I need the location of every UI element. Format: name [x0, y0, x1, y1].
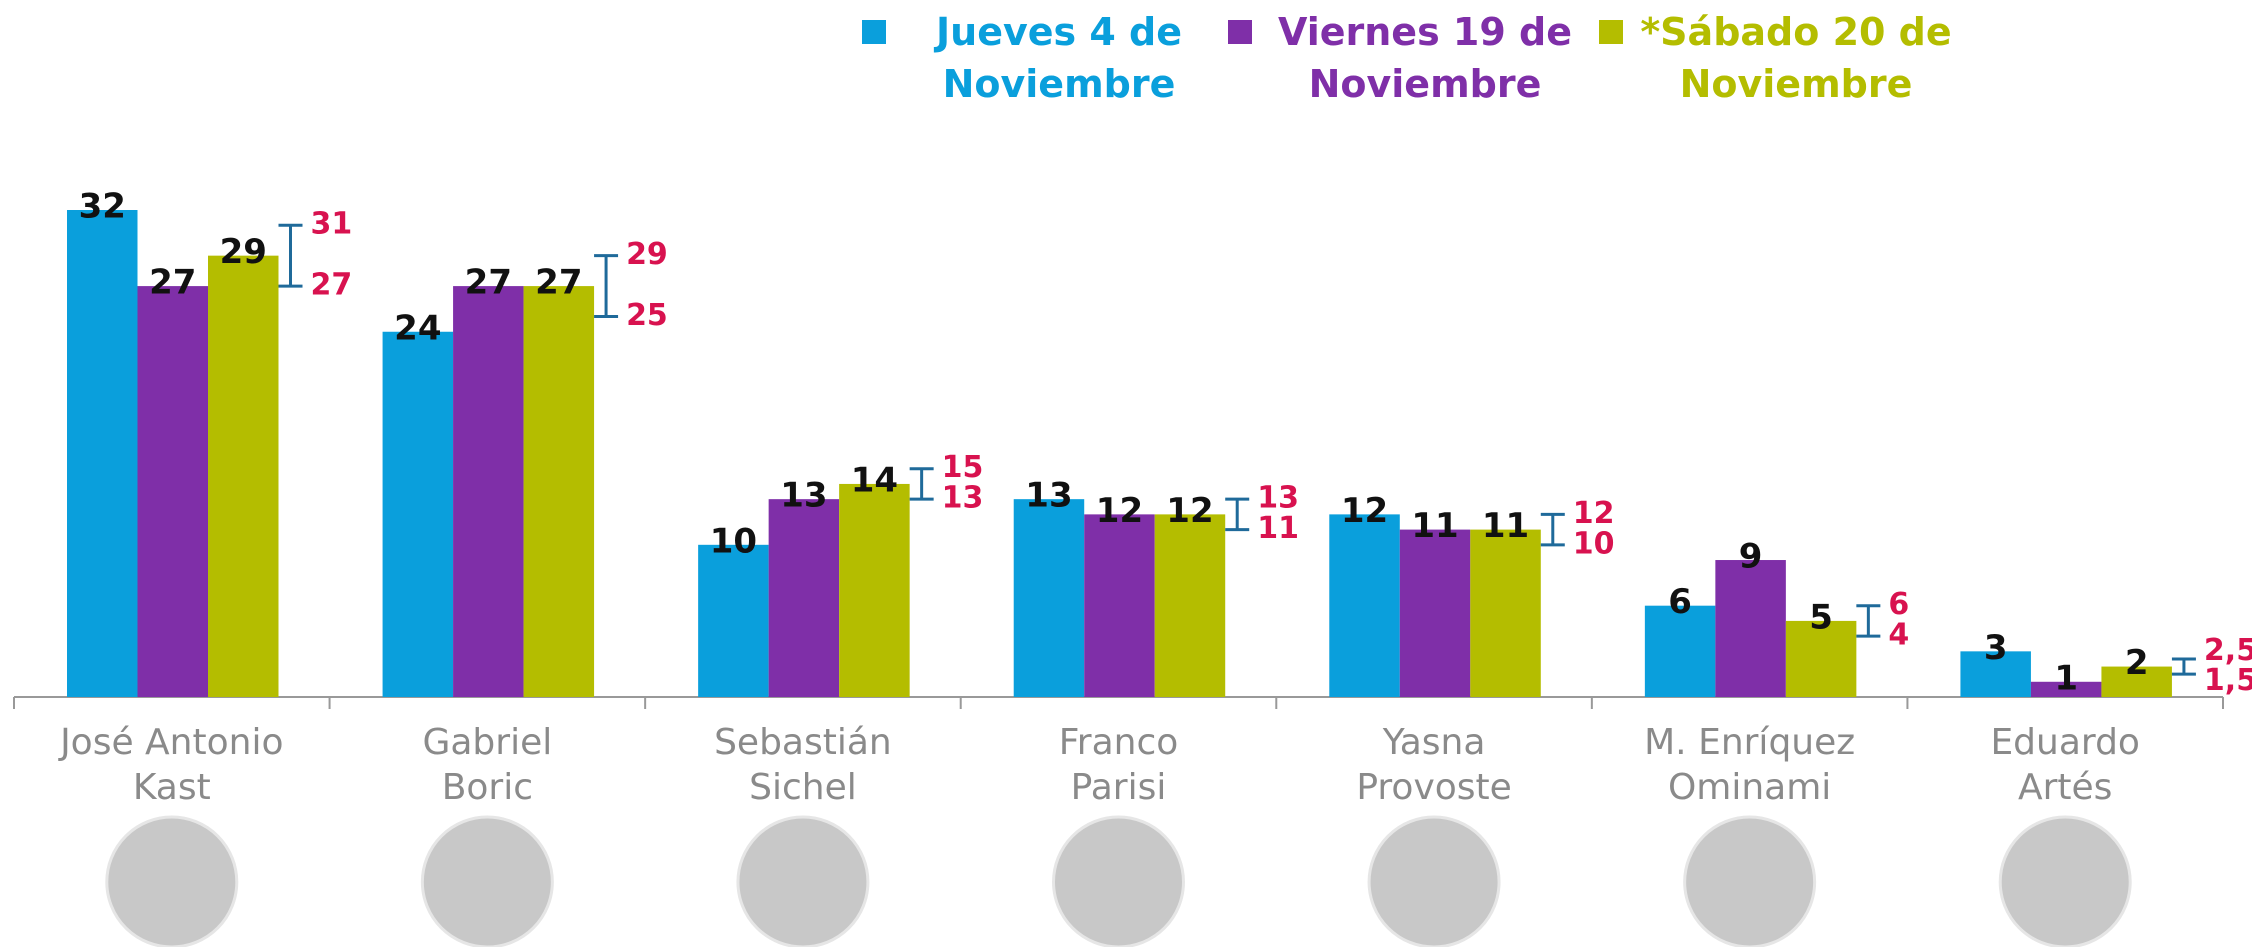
- error-label-low: 1,5: [2204, 663, 2252, 698]
- error-label-low: 25: [626, 298, 668, 333]
- candidate-photo: [1367, 815, 1501, 947]
- bar: [453, 286, 524, 697]
- bar: [67, 210, 138, 697]
- data-label: 27: [465, 263, 512, 303]
- error-label-high: 2,5: [2204, 633, 2252, 668]
- error-label-high: 15: [942, 450, 984, 485]
- data-label: 29: [220, 232, 267, 272]
- error-label-high: 6: [1888, 587, 1909, 622]
- legend-label: *Sábado 20 de Noviembre: [1640, 10, 1952, 106]
- bar: [2101, 666, 2172, 697]
- candidate-photo: [1683, 815, 1817, 947]
- data-label: 3: [1984, 628, 2008, 668]
- bar: [768, 499, 840, 697]
- error-label-high: 13: [1257, 481, 1299, 516]
- x-tick-label: Artés: [2018, 767, 2112, 808]
- candidate-photo: [105, 815, 239, 947]
- error-label-low: 4: [1888, 618, 1909, 653]
- data-label: 14: [851, 460, 898, 500]
- data-label: 6: [1668, 582, 1692, 622]
- x-tick-label: Franco: [1059, 722, 1179, 763]
- data-label: 12: [1166, 491, 1213, 531]
- bar: [2030, 681, 2102, 697]
- error-label-low: 27: [311, 268, 353, 303]
- legend-swatch: [1228, 20, 1252, 44]
- bar: [1399, 529, 1471, 697]
- data-label: 11: [1482, 506, 1529, 546]
- x-tick-label: José Antonio: [58, 722, 283, 763]
- legend-label: Jueves 4 de Noviembre: [936, 10, 1182, 106]
- legend-item: *Sábado 20 de Noviembre: [1599, 6, 1961, 110]
- bar: [1013, 499, 1085, 697]
- data-label: 10: [710, 521, 757, 561]
- error-label-low: 13: [942, 481, 984, 516]
- bar: [1644, 605, 1716, 697]
- data-label: 9: [1739, 537, 1763, 577]
- data-label: 12: [1341, 491, 1388, 531]
- legend-item: Viernes 19 de Noviembre: [1228, 6, 1590, 110]
- bar: [208, 255, 279, 697]
- x-tick-label: M. Enríquez: [1644, 722, 1855, 763]
- bar: [1470, 529, 1541, 697]
- x-tick-label: Provoste: [1356, 767, 1511, 808]
- legend-label: Viernes 19 de Noviembre: [1277, 10, 1573, 106]
- legend-swatch: [1599, 20, 1623, 44]
- bar: [1785, 620, 1857, 697]
- data-label: 13: [780, 476, 827, 516]
- bar: [523, 286, 595, 697]
- data-label: 27: [149, 263, 196, 303]
- x-tick-label: Yasna: [1382, 722, 1486, 763]
- data-label: 32: [79, 187, 126, 227]
- data-label: 24: [394, 308, 441, 348]
- x-tick-label: Ominami: [1668, 767, 1831, 808]
- candidate-photo: [1998, 815, 2132, 947]
- data-label: 27: [535, 263, 582, 303]
- x-tick-label: Sebastián: [714, 722, 892, 763]
- bar: [1084, 514, 1155, 697]
- data-label: 1: [2054, 658, 2078, 698]
- data-label: 11: [1411, 506, 1458, 546]
- error-label-low: 10: [1573, 526, 1615, 561]
- data-label: 2: [2125, 643, 2149, 683]
- data-label: 5: [1809, 597, 1833, 637]
- error-label-low: 11: [1257, 511, 1299, 546]
- bar: [839, 483, 910, 697]
- x-tick-label: Kast: [133, 767, 211, 808]
- data-label: 12: [1096, 491, 1143, 531]
- error-label-high: 12: [1573, 496, 1615, 531]
- bar: [1329, 514, 1400, 697]
- x-tick-label: Eduardo: [1990, 722, 2140, 763]
- bar: [382, 331, 454, 697]
- bar: [137, 286, 208, 697]
- candidate-photo: [1052, 815, 1185, 947]
- x-tick-label: Parisi: [1071, 767, 1167, 808]
- x-tick-label: Sichel: [749, 767, 857, 808]
- bar: [1154, 514, 1226, 697]
- legend-item: Jueves 4 de Noviembre: [862, 6, 1224, 110]
- legend-swatch: [862, 20, 886, 44]
- x-tick-label: Boric: [442, 767, 533, 808]
- candidate-photo: [420, 815, 554, 947]
- error-label-high: 29: [626, 237, 668, 272]
- bar: [698, 544, 769, 697]
- bar: [1960, 651, 2031, 697]
- error-label-high: 31: [311, 207, 353, 242]
- x-tick-label: Gabriel: [422, 722, 552, 763]
- bar: [1715, 560, 1786, 697]
- data-label: 13: [1025, 476, 1072, 516]
- candidate-photo: [736, 815, 870, 947]
